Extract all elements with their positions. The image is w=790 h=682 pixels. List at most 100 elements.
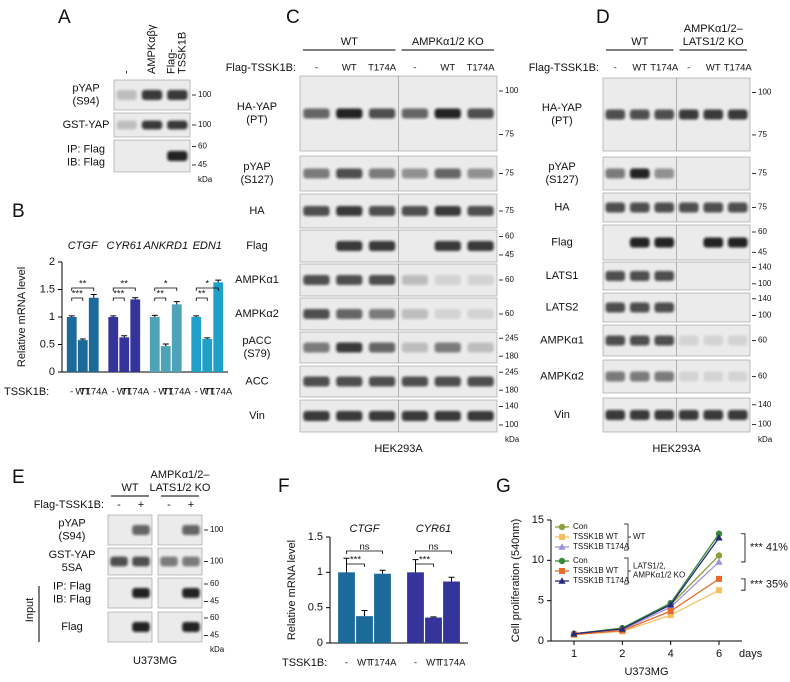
row-label: Flag (551, 236, 572, 248)
row-label: AMPKα1 (540, 334, 584, 346)
group-label: WT (631, 36, 648, 48)
mw-marker: 100 (198, 120, 212, 129)
band (368, 376, 396, 387)
y-tick-label: 1.5 (308, 531, 323, 543)
mw-marker: 245 (505, 367, 519, 376)
y-axis-label: Cell proliferation (540nm) (510, 519, 522, 643)
band (368, 206, 396, 216)
lane-label: WT (342, 63, 357, 74)
legend-label: Con (573, 556, 588, 565)
error-bar (430, 616, 437, 618)
data-point (618, 625, 626, 632)
row-label: AMPKα1 (235, 274, 279, 286)
band (141, 120, 163, 130)
lane-label: - (167, 499, 171, 511)
bar (202, 339, 213, 372)
row-label: pYAP (72, 82, 99, 94)
sig-bracket (112, 287, 136, 291)
error-bar (379, 569, 386, 574)
band (467, 342, 494, 353)
mw-marker: 75 (505, 206, 514, 215)
gene-label: CYR61 (107, 240, 142, 252)
legend-marker (558, 523, 566, 531)
data-point (715, 533, 723, 541)
panel-letter: C (286, 7, 300, 28)
gene-label: CYR61 (416, 523, 451, 535)
legend-bracket (624, 523, 631, 551)
sig-label: *** (113, 289, 124, 300)
row-label: (S79) (244, 348, 271, 360)
legend-marker (558, 557, 566, 565)
band (336, 108, 363, 119)
lane-label: T174A (724, 63, 753, 74)
condition-label: WT (357, 658, 372, 669)
band (132, 622, 150, 632)
row-label: HA-YAP (237, 101, 277, 113)
bar (149, 317, 160, 372)
band (703, 410, 724, 420)
sig-label: ** (198, 289, 206, 300)
sig-label: ** (157, 289, 165, 300)
band (303, 411, 330, 421)
row-label: IP: Flag (53, 580, 91, 592)
mw-marker: 100 (505, 86, 519, 95)
unit-label: kDa (210, 645, 225, 654)
annotation: *** 41% (750, 542, 788, 554)
band (467, 376, 494, 387)
group-label: AMPKα1/2– (151, 469, 211, 481)
bar (171, 304, 182, 372)
band (303, 275, 330, 285)
band (467, 241, 494, 251)
band (654, 302, 675, 313)
row-label: pYAP (548, 161, 575, 173)
band (167, 120, 188, 130)
row-label: Flag (61, 621, 82, 633)
lane-title: Flag-TSSK1B: (34, 499, 104, 511)
legend-group-label: AMPKα1/2 KO (633, 571, 685, 580)
band (434, 168, 461, 179)
band (605, 271, 626, 281)
sig-bracket (154, 297, 167, 301)
band (303, 168, 330, 179)
group-label: WT (121, 482, 138, 494)
sig-label: ns (428, 542, 438, 553)
mw-marker: 75 (505, 169, 514, 178)
sig-bracket (346, 563, 365, 567)
row-label: HA (249, 205, 265, 217)
data-point (715, 552, 723, 559)
row-label: Vin (249, 410, 265, 422)
band (434, 342, 461, 353)
data-point (667, 608, 674, 615)
error-bar (361, 609, 368, 617)
series-line (573, 578, 720, 636)
bar (108, 317, 119, 372)
series-line (573, 537, 720, 635)
bar (160, 346, 171, 372)
legend-group-label: LATS1/2, (633, 562, 666, 571)
row-label: LATS1 (546, 270, 579, 282)
band (401, 275, 429, 285)
sig-label: *** (72, 289, 83, 300)
error-bar (151, 314, 158, 317)
annotation: *** 35% (750, 578, 788, 590)
condition-label: WT (158, 387, 173, 398)
lane-label: T174A (467, 63, 496, 74)
band (654, 202, 675, 213)
x-axis-label: TSSK1B: (4, 386, 49, 398)
bar (443, 581, 460, 643)
mw-marker: 60 (198, 142, 207, 151)
band (605, 335, 626, 346)
band (368, 275, 396, 285)
data-point (570, 629, 578, 637)
row-label: GST-YAP (63, 119, 110, 131)
data-point (715, 558, 723, 565)
band (401, 309, 429, 319)
band (703, 109, 724, 120)
mw-marker: 100 (505, 420, 519, 429)
condition-label: - (112, 387, 115, 398)
band (605, 302, 626, 313)
condition-label: - (414, 658, 417, 669)
band (703, 237, 724, 248)
row-label: (S127) (240, 174, 273, 186)
